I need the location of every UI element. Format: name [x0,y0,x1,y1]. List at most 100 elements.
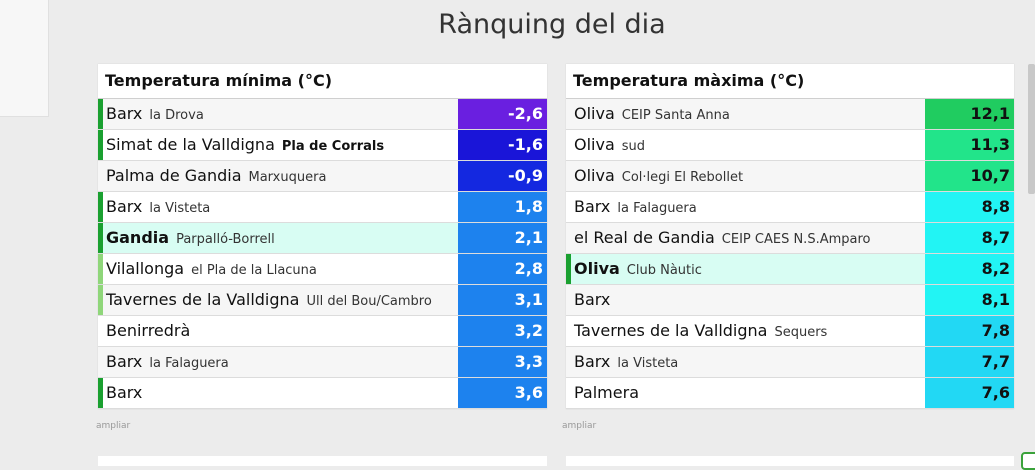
station-place: Oliva sud [574,130,646,160]
station-place: Barx la Drova [106,99,204,129]
ranking-row[interactable]: Simat de la Valldigna Pla de Corrals -1,6 [98,130,547,161]
station-place: Oliva Club Nàutic [574,254,702,284]
temperature-value: -2,6 [458,99,547,129]
ranking-row[interactable]: el Real de Gandia CEIP CAES N.S.Amparo 8,7 [566,223,1014,254]
station-town: Vilallonga [106,259,185,278]
temperature-value: 1,8 [458,192,547,222]
ranking-row[interactable]: Oliva Col·legi El Rebollet 10,7 [566,161,1014,192]
station-place: Gandia Parpalló-Borrell [106,223,275,253]
temperature-value: 7,8 [925,316,1014,346]
ranking-row[interactable]: Barx la Drova -2,6 [98,99,547,130]
min-temperature-rows: Barx la Drova -2,6 Simat de la Valldigna Pla… [98,99,547,409]
ranking-row[interactable]: Tavernes de la Valldigna Ull del Bou/Camb… [98,285,547,316]
station-marker-bar [98,192,103,222]
ranking-row[interactable]: Oliva sud 11,3 [566,130,1014,161]
station-place: Palma de Gandia Marxuquera [106,161,327,191]
station-place: Barx la Visteta [574,347,679,377]
station-location: Col·legi El Rebollet [621,170,744,185]
temperature-value: -1,6 [458,130,547,160]
min-temperature-card: Temperatura mínima (°C) Barx la Drova -2,6… [98,64,547,409]
ranking-row[interactable]: Barx la Visteta 7,7 [566,347,1014,378]
station-town: Oliva [574,135,615,154]
station-town: Simat de la Valldigna [106,135,275,154]
temperature-value: 3,3 [458,347,547,377]
ranking-row[interactable]: Vilallonga el Pla de la Llacuna 2,8 [98,254,547,285]
station-place: Barx [574,285,610,315]
ranking-row[interactable]: Oliva CEIP Santa Anna 12,1 [566,99,1014,130]
station-place: Benirredrà [106,316,190,346]
temperature-value: 12,1 [925,99,1014,129]
temperature-value: 8,2 [925,254,1014,284]
station-place: el Real de Gandia CEIP CAES N.S.Amparo [574,223,871,253]
station-marker-bar [98,130,103,160]
ranking-row[interactable]: Gandia Parpalló-Borrell 2,1 [98,223,547,254]
temperature-value: 3,6 [458,378,547,408]
temperature-value: 7,7 [925,347,1014,377]
station-place: Tavernes de la Valldigna Sequers [574,316,828,346]
station-location: la Falaguera [149,356,229,371]
station-location: Marxuquera [248,170,327,185]
station-location: la Drova [149,108,204,123]
ranking-row[interactable]: Barx 8,1 [566,285,1014,316]
min-temperature-title: Temperatura mínima (°C) [98,64,547,99]
temperature-value: 8,1 [925,285,1014,315]
station-town: Tavernes de la Valldigna [574,321,768,340]
station-marker-bar [98,254,103,284]
station-location: la Falaguera [617,201,697,216]
station-place: Palmera [574,378,639,408]
temperature-value: 3,1 [458,285,547,315]
temperature-value: 7,6 [925,378,1014,408]
station-town: Palma de Gandia [106,166,242,185]
station-town: Gandia [106,228,170,247]
station-marker-bar [566,254,571,284]
station-town: Tavernes de la Valldigna [106,290,300,309]
station-town: Oliva [574,104,615,123]
page-scrollbar[interactable] [1028,64,1035,194]
chat-bubble-icon[interactable] [1021,452,1035,470]
station-town: Barx [574,290,611,309]
ranking-row[interactable]: Tavernes de la Valldigna Sequers 7,8 [566,316,1014,347]
station-place: Simat de la Valldigna Pla de Corrals [106,130,385,160]
left-side-panel [0,0,49,117]
ranking-row[interactable]: Oliva Club Nàutic 8,2 [566,254,1014,285]
temperature-value: 8,7 [925,223,1014,253]
page-title: Rànquing del dia [438,9,666,40]
station-marker-bar [98,223,103,253]
temperature-value: 8,8 [925,192,1014,222]
station-place: Vilallonga el Pla de la Llacuna [106,254,317,284]
station-place: Barx [106,378,142,408]
station-place: Barx la Visteta [106,192,211,222]
max-temperature-title: Temperatura màxima (°C) [566,64,1014,99]
ranking-row[interactable]: Barx la Falaguera 8,8 [566,192,1014,223]
station-town: Benirredrà [106,321,191,340]
station-location: Sequers [774,325,828,340]
next-card-right [566,456,1014,466]
station-place: Barx la Falaguera [106,347,229,377]
ranking-row[interactable]: Barx 3,6 [98,378,547,409]
ranking-row[interactable]: Palma de Gandia Marxuquera -0,9 [98,161,547,192]
min-ampliar-link[interactable]: ampliar [96,421,131,431]
ranking-row[interactable]: Barx la Falaguera 3,3 [98,347,547,378]
station-town: Barx [106,383,143,402]
next-card-left [98,456,547,466]
station-location: Ull del Bou/Cambro [306,294,432,309]
station-place: Barx la Falaguera [574,192,697,222]
station-place: Oliva Col·legi El Rebollet [574,161,744,191]
station-location: CEIP Santa Anna [621,108,730,123]
max-ampliar-link[interactable]: ampliar [562,421,597,431]
station-marker-bar [98,378,103,408]
station-place: Oliva CEIP Santa Anna [574,99,730,129]
temperature-value: 11,3 [925,130,1014,160]
temperature-value: 10,7 [925,161,1014,191]
ranking-row[interactable]: Benirredrà 3,2 [98,316,547,347]
station-location: la Visteta [617,356,679,371]
station-location: la Visteta [149,201,211,216]
temperature-value: 2,8 [458,254,547,284]
station-location: el Pla de la Llacuna [191,263,317,278]
station-location: Pla de Corrals [281,139,385,154]
station-place: Tavernes de la Valldigna Ull del Bou/Camb… [106,285,432,315]
station-town: Oliva [574,166,615,185]
station-location: sud [621,139,646,154]
ranking-row[interactable]: Barx la Visteta 1,8 [98,192,547,223]
ranking-row[interactable]: Palmera 7,6 [566,378,1014,409]
